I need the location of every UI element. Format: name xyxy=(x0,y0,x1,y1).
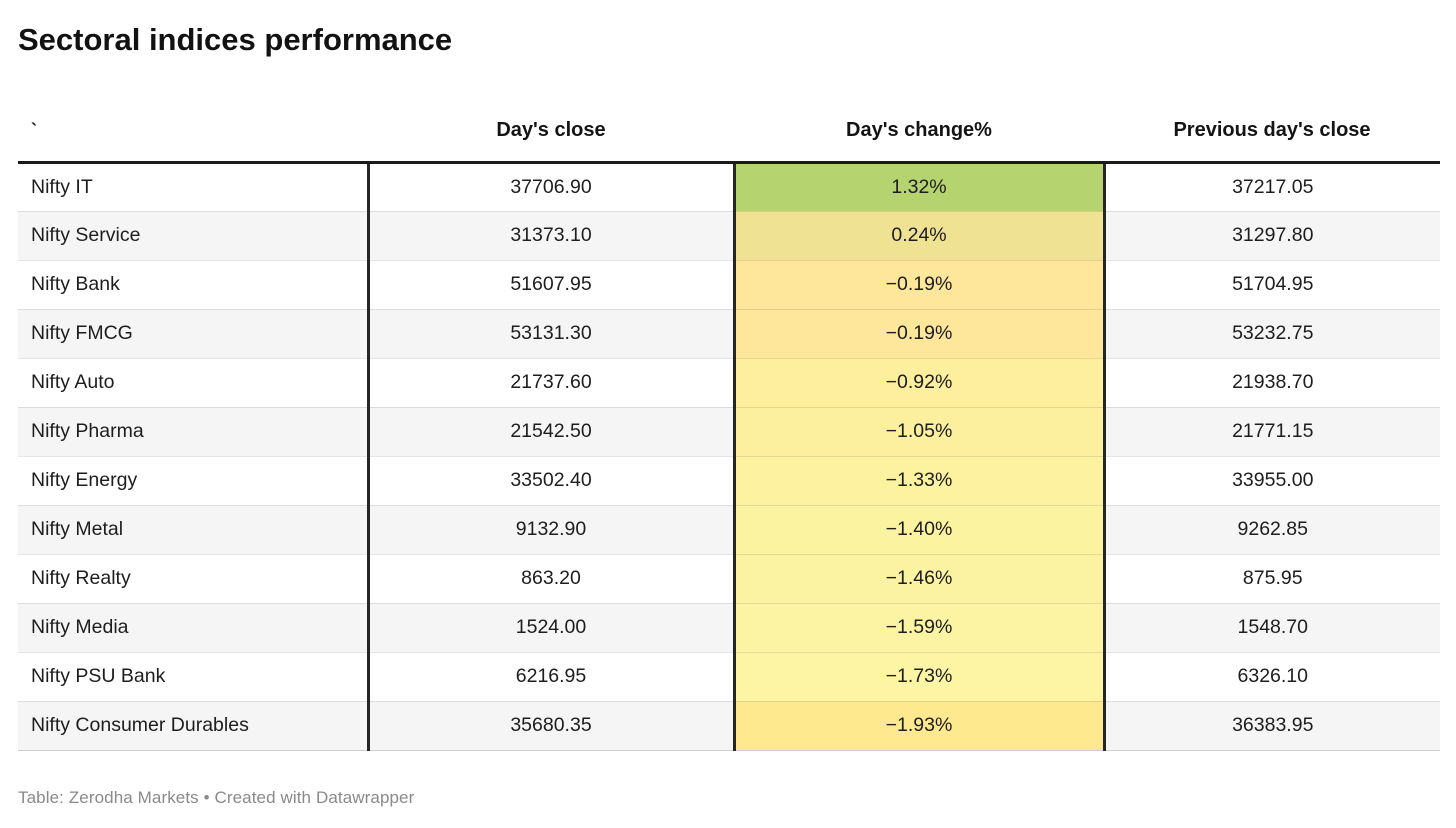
days-close-cell: 1524.00 xyxy=(368,602,734,652)
days-close-cell: 35680.35 xyxy=(368,700,734,751)
index-name-cell: Nifty IT xyxy=(18,162,370,211)
col-header-prev-close: Previous day's close xyxy=(1104,100,1440,164)
prev-close-cell: 36383.95 xyxy=(1104,700,1440,751)
index-name-cell: Nifty Auto xyxy=(18,357,370,407)
days-close-cell: 33502.40 xyxy=(368,455,734,505)
page-title: Sectoral indices performance xyxy=(18,22,453,57)
days-close-cell: 53131.30 xyxy=(368,308,734,358)
days-change-cell: 0.24% xyxy=(732,210,1106,260)
table-row: Nifty Consumer Durables 35680.35 −1.93% 363… xyxy=(18,700,1440,751)
index-name-cell: Nifty Bank xyxy=(18,259,370,309)
header-row: ` Day's close Day's change% Previous day… xyxy=(18,100,1440,164)
days-change-cell: −1.93% xyxy=(732,700,1106,751)
prev-close-cell: 37217.05 xyxy=(1104,162,1440,211)
days-change-cell: −1.33% xyxy=(732,455,1106,505)
days-change-cell: −1.73% xyxy=(732,651,1106,701)
days-change-cell: −0.19% xyxy=(732,259,1106,309)
index-name-cell: Nifty FMCG xyxy=(18,308,370,358)
table-row: Nifty Pharma 21542.50 −1.05% 21771.15 xyxy=(18,406,1440,456)
days-change-cell: −1.59% xyxy=(732,602,1106,652)
days-close-cell: 37706.90 xyxy=(368,162,734,211)
sectoral-indices-table: ` Day's close Day's change% Previous day… xyxy=(18,100,1440,751)
days-close-cell: 21542.50 xyxy=(368,406,734,456)
days-change-cell: 1.32% xyxy=(732,162,1106,211)
col-header-index: ` xyxy=(18,100,368,164)
prev-close-cell: 6326.10 xyxy=(1104,651,1440,701)
prev-close-cell: 1548.70 xyxy=(1104,602,1440,652)
prev-close-cell: 33955.00 xyxy=(1104,455,1440,505)
prev-close-cell: 21938.70 xyxy=(1104,357,1440,407)
days-change-cell: −0.92% xyxy=(732,357,1106,407)
days-close-cell: 31373.10 xyxy=(368,210,734,260)
days-close-cell: 51607.95 xyxy=(368,259,734,309)
table-row: Nifty Media 1524.00 −1.59% 1548.70 xyxy=(18,602,1440,652)
table-row: Nifty Metal 9132.90 −1.40% 9262.85 xyxy=(18,504,1440,554)
col-header-days-close: Day's close xyxy=(368,100,734,164)
days-change-cell: −0.19% xyxy=(732,308,1106,358)
table-row: Nifty Service 31373.10 0.24% 31297.80 xyxy=(18,210,1440,260)
table-row: Nifty Auto 21737.60 −0.92% 21938.70 xyxy=(18,357,1440,407)
index-name-cell: Nifty Realty xyxy=(18,553,370,603)
col-header-days-change: Day's change% xyxy=(734,100,1104,164)
days-change-cell: −1.46% xyxy=(732,553,1106,603)
days-close-cell: 6216.95 xyxy=(368,651,734,701)
table-header: ` Day's close Day's change% Previous day… xyxy=(18,100,1440,164)
table-row: Nifty Bank 51607.95 −0.19% 51704.95 xyxy=(18,259,1440,309)
days-change-cell: −1.05% xyxy=(732,406,1106,456)
table-row: Nifty IT 37706.90 1.32% 37217.05 xyxy=(18,162,1440,211)
table-row: Nifty Realty 863.20 −1.46% 875.95 xyxy=(18,553,1440,603)
index-name-cell: Nifty Pharma xyxy=(18,406,370,456)
index-name-cell: Nifty Consumer Durables xyxy=(18,700,370,751)
index-name-cell: Nifty Media xyxy=(18,602,370,652)
index-name-cell: Nifty Service xyxy=(18,210,370,260)
prev-close-cell: 875.95 xyxy=(1104,553,1440,603)
days-close-cell: 863.20 xyxy=(368,553,734,603)
prev-close-cell: 31297.80 xyxy=(1104,210,1440,260)
prev-close-cell: 21771.15 xyxy=(1104,406,1440,456)
prev-close-cell: 9262.85 xyxy=(1104,504,1440,554)
days-close-cell: 21737.60 xyxy=(368,357,734,407)
prev-close-cell: 51704.95 xyxy=(1104,259,1440,309)
index-name-cell: Nifty Energy xyxy=(18,455,370,505)
table-body: Nifty IT 37706.90 1.32% 37217.05 Nifty Servi… xyxy=(18,162,1440,751)
page: Sectoral indices performance ` Day's clo… xyxy=(0,22,1456,808)
table-row: Nifty FMCG 53131.30 −0.19% 53232.75 xyxy=(18,308,1440,358)
days-close-cell: 9132.90 xyxy=(368,504,734,554)
footer-attribution: Table: Zerodha Markets • Created with Da… xyxy=(18,787,415,807)
days-change-cell: −1.40% xyxy=(732,504,1106,554)
index-name-cell: Nifty PSU Bank xyxy=(18,651,370,701)
table-row: Nifty PSU Bank 6216.95 −1.73% 6326.10 xyxy=(18,651,1440,701)
index-name-cell: Nifty Metal xyxy=(18,504,370,554)
prev-close-cell: 53232.75 xyxy=(1104,308,1440,358)
table-row: Nifty Energy 33502.40 −1.33% 33955.00 xyxy=(18,455,1440,505)
